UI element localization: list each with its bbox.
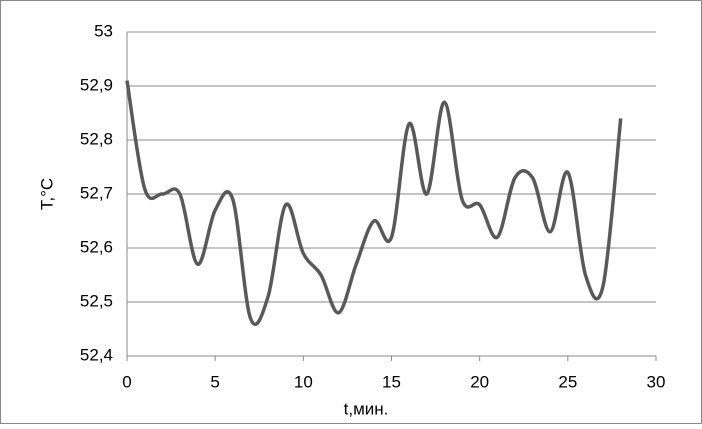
- x-tick-label: 15: [382, 372, 401, 391]
- x-tick-label: 30: [647, 372, 666, 391]
- y-tick-label: 52,7: [80, 183, 113, 202]
- y-tick-label: 52,5: [80, 291, 113, 310]
- x-axis-title: t,мин.: [344, 399, 389, 418]
- x-tick-label: 10: [294, 372, 313, 391]
- x-tick-label: 0: [122, 372, 131, 391]
- y-tick-label: 52,9: [80, 75, 113, 94]
- x-tick-label: 20: [470, 372, 489, 391]
- y-tick-label: 53: [94, 21, 113, 40]
- x-tick-label: 5: [210, 372, 219, 391]
- y-tick-label: 52,6: [80, 237, 113, 256]
- y-axis-title: T,°C: [37, 178, 56, 210]
- y-tick-label: 52,8: [80, 129, 113, 148]
- data-line: [125, 80, 623, 327]
- y-tick-label: 52,4: [80, 345, 113, 364]
- x-tick-label: 25: [558, 372, 577, 391]
